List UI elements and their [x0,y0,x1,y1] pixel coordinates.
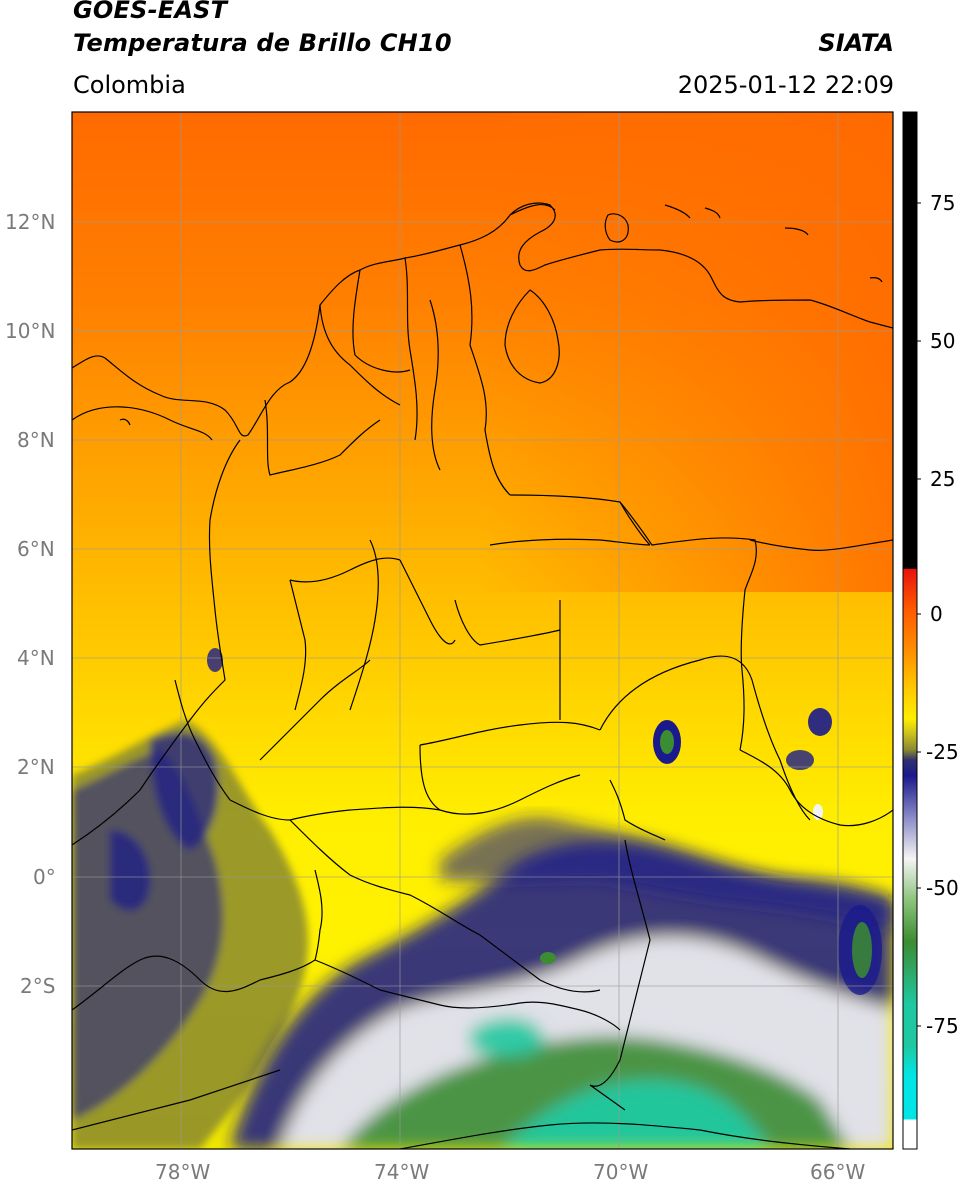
lat-tick-label: 0° [33,865,56,889]
lat-tick-label: 2°S [20,974,56,998]
cold-spot [786,750,814,770]
region-subtitle: Colombia [73,71,186,99]
warm-east-overlay [480,112,893,592]
lat-tick-label: 12°N [5,210,56,234]
colorbar-label: 0 [930,602,943,626]
lon-tick-label: 78°W [155,1160,211,1184]
cold-spot-core [540,952,556,964]
lon-tick-label: 66°W [810,1160,866,1184]
cold-spot-core [852,922,872,978]
cold-spot [808,708,832,736]
map-frame [71,111,894,1150]
cold-spot [207,648,223,672]
source-title: SIATA [818,29,894,57]
colorbar-label: -75 [926,1014,959,1038]
colorbar-label: 50 [930,329,956,353]
coastlines-and-borders [72,202,893,1149]
lat-tick-label: 6°N [17,537,55,561]
cold-spot-core [660,730,674,754]
lat-tick-label: 8°N [17,428,55,452]
convective-band [440,817,893,930]
colorbar-label: 75 [930,191,956,215]
satellite-title: GOES-EAST [73,0,228,24]
product-title: Temperatura de Brillo CH10 [73,29,452,57]
imagery-layer [72,112,893,1149]
colorbar-label: -25 [926,740,959,764]
lat-tick-label: 10°N [5,319,56,343]
colorbar-label: -50 [926,876,959,900]
lat-tick-label: 4°N [17,646,55,670]
datetime-subtitle: 2025-01-12 22:09 [677,71,894,99]
colorbar-label: 25 [930,467,956,491]
lat-tick-label: 2°N [17,755,55,779]
cloud-cluster-west [72,720,309,1149]
colorbar-ticks [917,202,921,1027]
lon-tick-label: 70°W [593,1160,649,1184]
lon-tick-label: 74°W [374,1160,430,1184]
colorbar [902,111,918,1150]
cloud-cluster-south [230,841,893,1149]
